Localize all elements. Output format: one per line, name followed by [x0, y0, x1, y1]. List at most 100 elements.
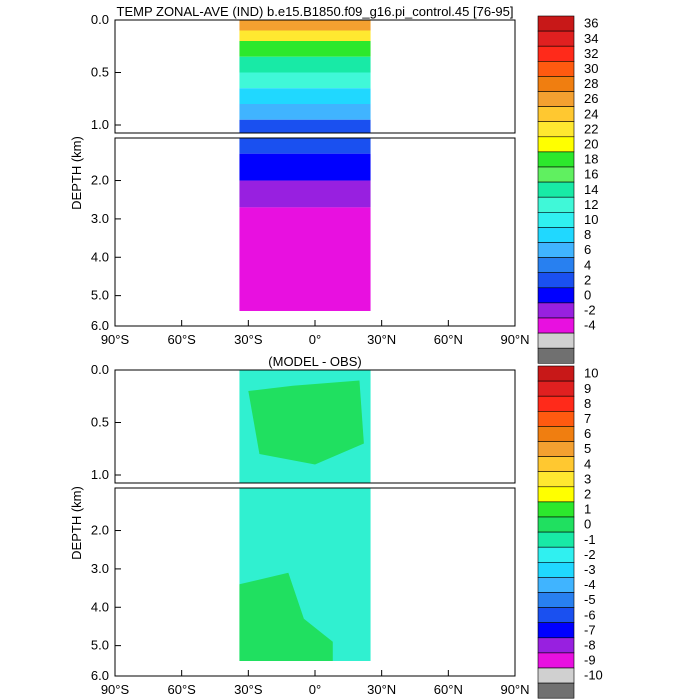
data-field [239, 370, 371, 661]
y-tick-label: 0.0 [91, 362, 109, 377]
colorbar-label: 3 [584, 471, 591, 486]
y-tick-label: 5.0 [91, 288, 109, 303]
x-tick-label: 90°N [500, 682, 529, 697]
colorbar-label: 6 [584, 426, 591, 441]
temperature-band [239, 207, 371, 311]
temperature-band [239, 20, 371, 31]
colorbar-swatch [537, 607, 575, 623]
colorbar-swatch [537, 181, 575, 198]
data-field [239, 20, 371, 311]
y-tick-label: 2.0 [91, 523, 109, 538]
colorbar-swatch [537, 637, 575, 654]
plot-frame-upper [114, 19, 516, 134]
colorbar-swatch [537, 287, 575, 304]
panel-gap [114, 483, 516, 488]
colorbar-label: 16 [584, 167, 598, 182]
x-tick-label: 30°N [367, 682, 396, 697]
colorbar-swatch [537, 546, 575, 563]
colorbar-label: 12 [584, 197, 598, 212]
colorbar-swatch [537, 365, 575, 382]
colorbar-label: 7 [584, 411, 591, 426]
y-tick-label: 2.0 [91, 173, 109, 188]
colorbar-swatch [537, 242, 575, 258]
x-tick-label: 60°N [434, 682, 463, 697]
temperature-band [239, 72, 371, 89]
colorbar-swatch [537, 486, 575, 503]
colorbar-swatch [537, 212, 575, 228]
colorbar-swatch [537, 196, 575, 213]
colorbar-label: -3 [584, 562, 596, 577]
colorbar-label: 18 [584, 152, 598, 167]
chart-title: TEMP ZONAL-AVE (IND) b.e15.B1850.f09_g16… [117, 4, 514, 19]
colorbar-label: -4 [584, 577, 596, 592]
y-tick-label: 5.0 [91, 638, 109, 653]
colorbar-label: 5 [584, 441, 591, 456]
y-tick-label: 0.0 [91, 12, 109, 27]
colorbar-swatch [537, 91, 575, 107]
y-tick-label: 4.0 [91, 249, 109, 264]
colorbar-swatch [537, 227, 575, 243]
colorbar-swatch [537, 426, 575, 442]
colorbar-swatch [537, 121, 575, 138]
plot-frame-upper [114, 369, 516, 484]
colorbar-swatch [537, 471, 575, 488]
y-tick-label: 4.0 [91, 599, 109, 614]
colorbar-label: 9 [584, 381, 591, 396]
colorbar-swatch [537, 516, 575, 533]
colorbar-swatch [537, 561, 575, 578]
x-tick-label: 90°S [101, 332, 130, 347]
x-tick-label: 30°S [234, 332, 263, 347]
colorbar-swatch [537, 380, 575, 397]
colorbar-swatch [537, 15, 575, 32]
colorbar-swatch [537, 151, 575, 168]
colorbar-swatch [537, 332, 575, 349]
colorbar-swatch [537, 106, 575, 122]
colorbar-swatch [537, 395, 575, 412]
x-tick-label: 0° [309, 332, 321, 347]
colorbar-label: -6 [584, 607, 596, 622]
y-tick-label: 6.0 [91, 318, 109, 333]
colorbar-label: 36 [584, 16, 598, 31]
colorbar-swatch [537, 456, 575, 473]
x-tick-label: 60°S [167, 332, 196, 347]
colorbar-label: 22 [584, 121, 598, 136]
colorbar-label: 8 [584, 396, 591, 411]
colorbar-label: 14 [584, 182, 598, 197]
colorbar-label: 10 [584, 366, 598, 381]
colorbar-swatch [537, 441, 575, 457]
colorbar-swatch [537, 30, 575, 47]
colorbar-label: 6 [584, 242, 591, 257]
colorbar-label: 34 [584, 31, 598, 46]
colorbar-swatch [537, 592, 575, 608]
y-tick-label: 1.0 [91, 117, 109, 132]
colorbar-label: 20 [584, 136, 598, 151]
colorbar-label: 2 [584, 486, 591, 501]
colorbar-swatch [537, 302, 575, 319]
colorbar-swatch [537, 272, 575, 289]
panel-gap [114, 133, 516, 138]
y-tick-label: 3.0 [91, 561, 109, 576]
temperature-band [239, 88, 371, 104]
y-tick-label: 3.0 [91, 211, 109, 226]
y-tick-label: 1.0 [91, 467, 109, 482]
colorbar-swatch [537, 317, 575, 334]
colorbar-swatch [537, 410, 575, 427]
colorbar-swatch [537, 45, 575, 62]
y-axis-label: DEPTH (km) [69, 136, 84, 210]
x-tick-label: 60°S [167, 682, 196, 697]
colorbar-swatch [537, 682, 575, 699]
colorbar-label: 32 [584, 46, 598, 61]
x-tick-label: 30°S [234, 682, 263, 697]
colorbar-label: 24 [584, 106, 598, 121]
anomaly-region [239, 572, 333, 661]
chart-panel-2: (MODEL - OBS) DEPTH (km) 0.0 0.5 1.0 2.0 3.0 4.… [69, 354, 603, 699]
colorbar-label: 30 [584, 61, 598, 76]
chart-title: (MODEL - OBS) [268, 354, 361, 369]
colorbar-label: 4 [584, 456, 591, 471]
temperature-band [239, 56, 371, 73]
chart-panel-1: TEMP ZONAL-AVE (IND) b.e15.B1850.f09_g16… [69, 4, 598, 364]
colorbar-label: -2 [584, 547, 596, 562]
colorbar-label: 26 [584, 91, 598, 106]
